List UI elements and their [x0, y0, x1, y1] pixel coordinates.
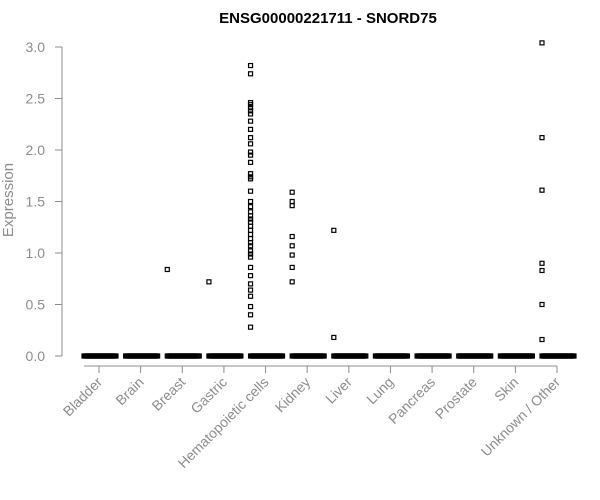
data-point [247, 105, 254, 111]
data-point [539, 336, 545, 343]
data-point [247, 216, 254, 222]
data-point [539, 267, 545, 274]
chart-title: ENSG00000221711 - SNORD75 [219, 10, 437, 27]
data-point [247, 227, 254, 233]
data-point [247, 264, 254, 271]
baseline-point [488, 353, 494, 359]
data-point [247, 281, 254, 287]
y-axis-label: Expression [0, 163, 17, 237]
data-point [247, 243, 254, 249]
y-tick-label: 3.0 [26, 39, 46, 55]
y-tick-label: 2.0 [26, 142, 46, 158]
data-point [247, 62, 254, 69]
baseline-point [529, 353, 535, 359]
x-tick-label: Kidney [272, 374, 314, 416]
x-tick-label: Liver [322, 374, 355, 407]
data-point [247, 198, 254, 205]
zero-expression-points [81, 353, 577, 359]
x-tick-label: Skin [491, 374, 522, 405]
baseline-point [279, 353, 286, 359]
data-point [247, 273, 254, 279]
data-point [289, 252, 295, 258]
data-point [289, 198, 295, 205]
data-point [247, 118, 254, 124]
data-point [247, 141, 254, 147]
data-point [289, 203, 295, 209]
baseline-point [321, 353, 327, 359]
data-point [247, 248, 254, 254]
y-tick-label: 2.5 [26, 91, 46, 107]
x-tick-label: Lung [363, 374, 396, 407]
data-point [247, 324, 254, 330]
y-tick-label: 1.0 [26, 245, 46, 261]
x-tick-label: Prostate [432, 374, 480, 422]
baseline-point [196, 353, 202, 359]
data-point [539, 301, 545, 308]
baseline-point [571, 353, 577, 359]
data-point [247, 293, 254, 299]
baseline-point [155, 353, 161, 359]
data-point [247, 135, 254, 141]
data-point [247, 204, 254, 210]
baseline-point [404, 353, 411, 359]
x-tick-label: Bladder [60, 374, 106, 420]
data-point [289, 243, 295, 249]
y-tick-label: 0.5 [26, 297, 46, 313]
data-point [247, 254, 254, 260]
data-point [247, 171, 254, 177]
data-point [289, 189, 295, 195]
data-point [247, 223, 254, 229]
data-point [247, 126, 254, 133]
data-point [247, 108, 254, 114]
baseline-point [446, 353, 452, 359]
data-point [247, 213, 254, 219]
data-point [289, 279, 295, 285]
data-point [539, 40, 545, 46]
data-point [247, 312, 254, 318]
data-point [247, 209, 254, 215]
data-point [247, 71, 254, 77]
baseline-point [238, 353, 244, 359]
data-point [247, 251, 254, 257]
data-point [247, 188, 254, 194]
data-point [247, 111, 254, 117]
x-tick-label: Unknown / Other [478, 374, 564, 460]
x-tick-label: Breast [148, 374, 188, 414]
y-tick-label: 1.5 [26, 194, 46, 210]
data-point [289, 264, 295, 271]
data-point [289, 233, 295, 240]
data-point [539, 135, 545, 141]
data-point [247, 152, 254, 158]
data-point [247, 231, 254, 238]
baseline-point [113, 353, 119, 359]
data-point [247, 159, 254, 165]
data-point [247, 287, 254, 293]
data-point [247, 149, 254, 155]
data-point [247, 303, 254, 310]
y-axis-ticks: 0.0 0.5 1.0 1.5 2.0 2.5 3.0 [26, 39, 62, 364]
data-point [539, 187, 545, 193]
baseline-point [363, 353, 369, 359]
x-tick-label: Brain [112, 374, 146, 408]
data-point [247, 235, 254, 242]
data-point [247, 240, 254, 246]
y-tick-label: 0.0 [26, 348, 46, 364]
data-point [247, 176, 254, 182]
data-point [164, 266, 170, 273]
data-point [331, 227, 337, 233]
data-point [539, 260, 545, 266]
data-point [247, 102, 254, 108]
data-point [331, 334, 337, 341]
data-point [206, 279, 212, 285]
data-points [164, 40, 545, 343]
